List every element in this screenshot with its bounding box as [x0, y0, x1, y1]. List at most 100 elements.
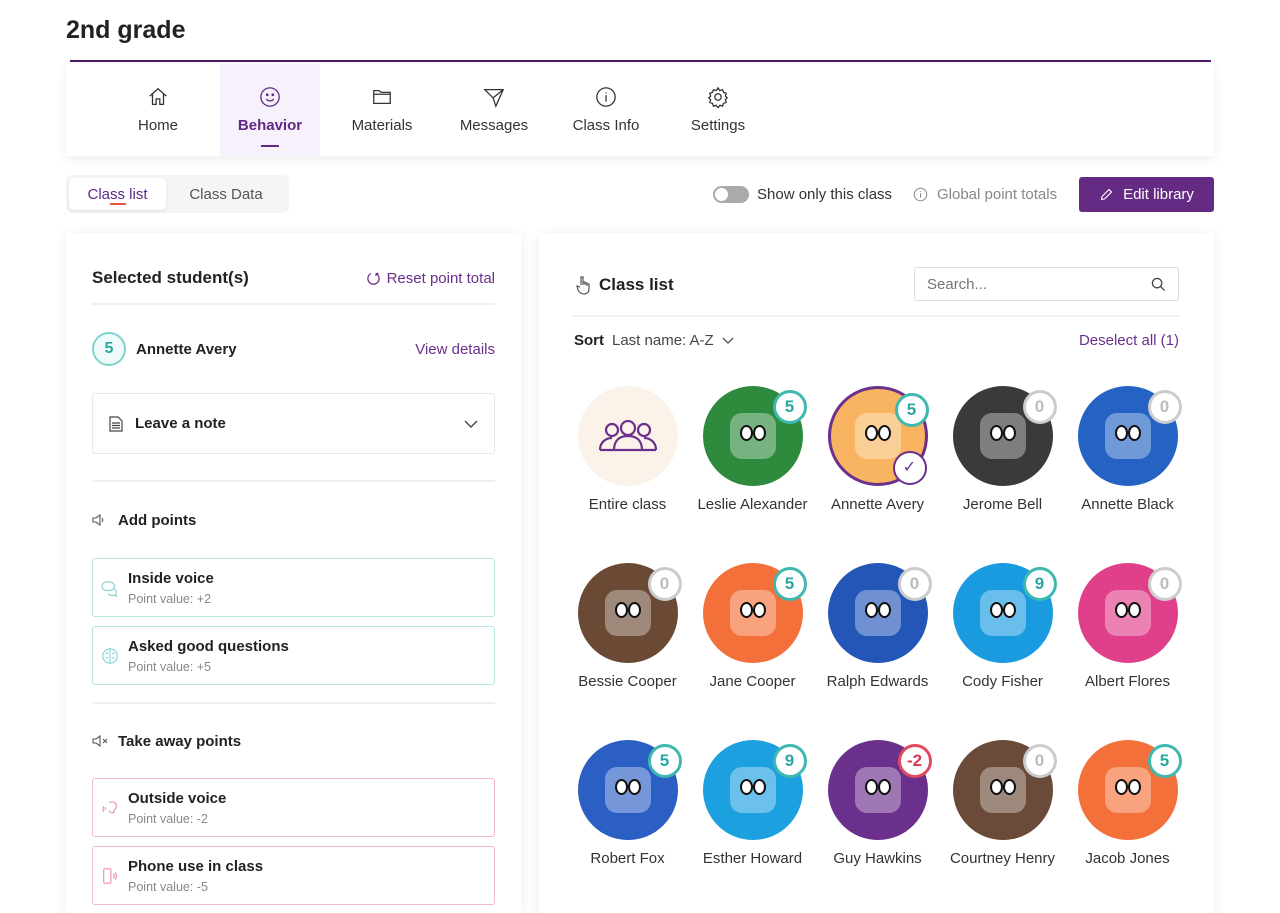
student-avatar: 5: [702, 563, 807, 663]
selected-student-name: Annette Avery: [136, 340, 237, 358]
search-icon[interactable]: [1151, 277, 1166, 292]
student-avatar: 0: [952, 740, 1057, 840]
points-badge: 0: [1022, 744, 1057, 778]
tab-class-list[interactable]: Class list: [69, 178, 166, 210]
chevron-down-icon: [722, 337, 734, 344]
global-point-totals[interactable]: Global point totals: [913, 186, 1057, 203]
brain-icon: [102, 647, 118, 664]
reset-point-total-link[interactable]: Reset point total: [366, 270, 495, 287]
student-name: Robert Fox: [590, 850, 665, 867]
nav-materials[interactable]: Materials: [332, 64, 432, 156]
student-points-badge: 5: [92, 332, 126, 366]
nav-messages[interactable]: Messages: [444, 64, 544, 156]
folder-icon: [373, 89, 391, 105]
nav-behavior[interactable]: Behavior: [220, 64, 320, 156]
nav-home[interactable]: Home: [108, 64, 208, 156]
student-tile[interactable]: 0 Albert Flores: [1065, 563, 1190, 693]
points-badge: 9: [772, 744, 807, 778]
info-icon: [913, 187, 928, 202]
student-avatar: 0: [952, 386, 1057, 486]
student-name: Cody Fisher: [962, 673, 1043, 690]
monster-face-icon: [979, 590, 1026, 636]
student-tile[interactable]: 0 Annette Black: [1065, 386, 1190, 516]
sort-dropdown[interactable]: Last name: A-Z: [612, 332, 734, 349]
shout-icon: [102, 800, 117, 813]
student-tile[interactable]: -2 Guy Hawkins: [815, 740, 940, 870]
student-avatar: 9: [952, 563, 1057, 663]
student-tile[interactable]: 9 Esther Howard: [690, 740, 815, 870]
student-tile[interactable]: 0 Jerome Bell: [940, 386, 1065, 516]
monster-face-icon: [854, 767, 901, 813]
student-tile[interactable]: 5 Robert Fox: [565, 740, 690, 870]
show-only-this-class-toggle[interactable]: [713, 186, 749, 203]
monster-face-icon: [604, 767, 651, 813]
info-icon: [596, 87, 616, 107]
view-details-link[interactable]: View details: [415, 340, 495, 358]
monster-face-icon: [729, 767, 776, 813]
student-name: Jacob Jones: [1085, 850, 1170, 867]
chevron-down-icon: [464, 420, 478, 428]
student-tile[interactable]: 5 Leslie Alexander: [690, 386, 815, 516]
student-avatar: 5: [1077, 740, 1182, 840]
check-icon: ✓: [892, 451, 927, 485]
student-tile[interactable]: 0 Courtney Henry: [940, 740, 1065, 870]
monster-face-icon: [979, 767, 1026, 813]
student-tile[interactable]: 5 Jacob Jones: [1065, 740, 1190, 870]
chat-icon: [101, 580, 118, 597]
points-badge: 5: [772, 390, 807, 424]
student-name: Albert Flores: [1084, 673, 1171, 690]
panel-title: Selected student(s): [92, 268, 249, 287]
gear-icon: [707, 86, 729, 108]
student-name: Courtney Henry: [949, 850, 1056, 867]
points-badge: 0: [897, 567, 932, 601]
student-tile[interactable]: 9 Cody Fisher: [940, 563, 1065, 693]
entire-class-avatar: [577, 386, 678, 486]
points-badge: 5: [772, 567, 807, 601]
main-nav: Home Behavior Materials Messages Class I…: [66, 64, 1214, 156]
behavior-card-asked-good-questions[interactable]: Asked good questions Point value: +5: [92, 626, 495, 685]
points-badge: 5: [894, 393, 929, 427]
student-avatar: 5: [577, 740, 682, 840]
student-avatar: 0: [1077, 386, 1182, 486]
send-icon: [483, 89, 505, 108]
student-tile[interactable]: 5 ✓ Annette Avery: [815, 386, 940, 516]
class-list-title: Class list: [599, 275, 674, 294]
tab-class-data[interactable]: Class Data: [189, 185, 263, 203]
deselect-all-link[interactable]: Deselect all (1): [1078, 332, 1179, 349]
monster-face-icon: [729, 413, 776, 459]
student-name: Leslie Alexander: [697, 496, 808, 513]
student-avatar: 9: [702, 740, 807, 840]
hand-pointer-icon: [576, 276, 590, 295]
monster-face-icon: [1104, 413, 1151, 459]
entire-class-tile[interactable]: Entire class: [565, 386, 690, 516]
leave-a-note-dropdown[interactable]: Leave a note: [92, 393, 495, 454]
points-badge: -2: [897, 744, 932, 778]
mute-icon: [92, 735, 108, 747]
nav-settings[interactable]: Settings: [668, 64, 768, 156]
behavior-card-phone-use[interactable]: Phone use in class Point value: -5: [92, 846, 495, 905]
behavior-card-outside-voice[interactable]: Outside voice Point value: -2: [92, 778, 495, 837]
student-tile[interactable]: 0 Bessie Cooper: [565, 563, 690, 693]
points-badge: 0: [1147, 567, 1182, 601]
student-avatar: 5: [702, 386, 807, 486]
points-badge: 0: [1147, 390, 1182, 424]
student-name: Esther Howard: [702, 850, 803, 867]
monster-face-icon: [979, 413, 1026, 459]
student-tile[interactable]: 5 Jane Cooper: [690, 563, 815, 693]
speaker-icon: [92, 514, 104, 526]
monster-face-icon: [729, 590, 776, 636]
student-tile[interactable]: 0 Ralph Edwards: [815, 563, 940, 693]
points-badge: 0: [1022, 390, 1057, 424]
selected-students-panel: Selected student(s) Reset point total 5 …: [66, 233, 521, 913]
search-input[interactable]: [927, 275, 1151, 293]
monster-face-icon: [854, 413, 901, 459]
smile-icon: [260, 87, 280, 107]
nav-class-info[interactable]: Class Info: [556, 64, 656, 156]
search-box[interactable]: [914, 267, 1179, 301]
student-name: Bessie Cooper: [578, 673, 677, 690]
student-name: Guy Hawkins: [833, 850, 922, 867]
edit-library-button[interactable]: Edit library: [1079, 177, 1214, 212]
toggle-label: Show only this class: [757, 186, 893, 203]
student-name: Annette Black: [1081, 496, 1174, 513]
behavior-card-inside-voice[interactable]: Inside voice Point value: +2: [92, 558, 495, 617]
